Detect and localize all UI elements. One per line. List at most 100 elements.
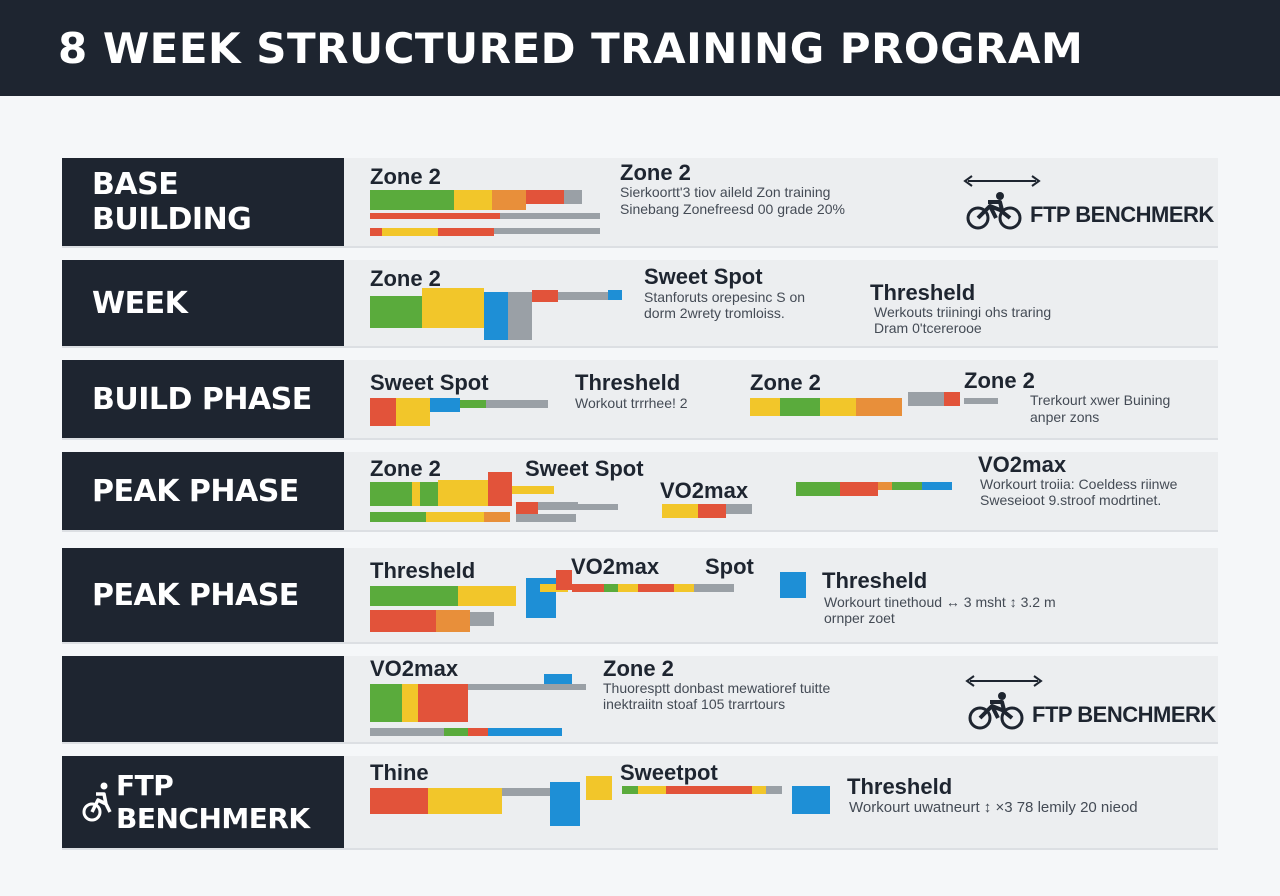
bar-segment <box>572 584 604 592</box>
row-label <box>62 656 344 742</box>
ftp-benchmark: FTP BENCHMERK <box>966 192 1214 230</box>
zone-heading: Zone 2 <box>370 266 441 291</box>
bar-segment <box>436 610 470 632</box>
bar-segment <box>370 610 436 632</box>
zone-heading: Zone 2 <box>370 456 441 481</box>
workout-description: Workout trrrhee! 2 <box>575 395 688 411</box>
bar-segment <box>370 684 402 722</box>
zone-heading: Zone 2 <box>370 164 441 189</box>
bar-segment <box>502 788 550 796</box>
bar-segment <box>370 586 458 606</box>
zone-heading: Thresheld <box>870 280 976 305</box>
bar-segment <box>544 674 572 684</box>
bar-segment <box>820 398 856 416</box>
bar-segment <box>370 296 422 328</box>
row-unlabeled: VO2max Zone 2 Thuoresptt donbast mewatio… <box>62 656 1218 744</box>
double-arrow-icon <box>965 675 1043 687</box>
bar-segment <box>604 584 618 592</box>
bar-segment <box>370 788 428 814</box>
workout-description: Workourt uwatneurt ↕ ×3 78 lemily 20 nie… <box>849 799 1138 816</box>
bar-segment <box>484 512 510 522</box>
bar-segment <box>840 482 878 496</box>
zone-heading: Spot <box>705 554 754 579</box>
bar-segment <box>492 190 526 210</box>
header-bar: 8 WEEK STRUCTURED TRAINING PROGRAM <box>0 0 1280 96</box>
bar-segment <box>766 786 782 794</box>
row-build-phase: BUILD PHASE Sweet Spot Thresheld Workout… <box>62 360 1218 440</box>
zone-heading: Thine <box>370 760 429 785</box>
row-content: Zone 2 Sweet Spot VO2max VO2max Workourt… <box>344 452 1218 530</box>
bar-segment <box>486 400 548 408</box>
zone-heading: Zone 2 <box>964 368 1035 393</box>
zone-heading: Thresheld <box>847 774 953 799</box>
row-label: WEEK <box>62 260 344 346</box>
bar-segment <box>622 786 638 794</box>
row-label: BASE BUILDING <box>62 158 344 246</box>
bar-segment <box>908 392 944 406</box>
bar-segment <box>564 190 582 204</box>
bar-segment <box>638 584 674 592</box>
bar-segment <box>550 782 580 826</box>
row-content: Sweet Spot Thresheld Workout trrrhee! 2 … <box>344 360 1218 438</box>
double-arrow-icon <box>963 175 1041 187</box>
bar-segment <box>540 584 568 592</box>
bar-segment <box>382 228 438 236</box>
bar-segment <box>526 190 564 204</box>
bar-segment <box>922 482 952 490</box>
workout-description: Stanforuts orepesinc S on <box>644 289 806 305</box>
bar-segment <box>964 398 998 404</box>
bar-segment <box>878 482 892 490</box>
bar-segment <box>578 504 618 510</box>
bar-segment <box>428 788 502 814</box>
row-label: PEAK PHASE <box>62 452 344 530</box>
bar-segment <box>370 512 426 522</box>
bar-segment <box>422 288 484 328</box>
row-content: Zone 2 Sweet Spot Stanforuts orepesinc S… <box>344 260 1218 346</box>
workout-description: Sierkoortt'3 tiov aileld Zon training <box>620 184 831 200</box>
workout-description: Werkouts triiningi ohs traring <box>874 304 1052 320</box>
row-ftp-benchmark: FTP BENCHMERK Thine Sweetpot Thresheld W… <box>62 756 1218 850</box>
zone-heading: Thresheld <box>370 558 476 583</box>
bar-segment <box>796 482 840 496</box>
cyclist-icon <box>968 692 1024 730</box>
bar-segment <box>468 728 488 736</box>
bar-segment <box>726 504 752 514</box>
workout-description: Workourt troiia: Coeldess riinwe <box>980 476 1178 492</box>
bar-segment <box>780 398 820 416</box>
cyclist-icon <box>966 192 1022 230</box>
ftp-label: FTP BENCHMERK <box>1032 702 1216 727</box>
bar-segment <box>418 684 468 722</box>
row-content: Thine Sweetpot Thresheld Workourt uwatne… <box>344 756 1218 848</box>
row-label-text: FTP BENCHMERK <box>116 769 310 835</box>
workout-description: Dram 0'tcererooe <box>874 320 982 336</box>
workout-description: Sinebang Zonefreesd 00 grade 20% <box>620 201 845 217</box>
bar-segment <box>780 572 806 598</box>
workout-description: anper zons <box>1030 409 1100 425</box>
bar-segment <box>944 392 960 406</box>
ftp-benchmark: FTP BENCHMERK <box>968 692 1216 730</box>
bar-segment <box>538 502 578 510</box>
zone-heading: Zone 2 <box>750 370 821 395</box>
bar-segment <box>484 292 508 340</box>
bar-segment <box>694 584 734 592</box>
bar-segment <box>586 776 612 800</box>
zone-heading: VO2max <box>978 452 1067 477</box>
bar-segment <box>494 228 600 234</box>
bar-segment <box>438 480 488 506</box>
row-content: Zone 2 Zone 2 Sierkoortt'3 tiov aileld Z… <box>344 158 1218 246</box>
zone-heading: Sweet Spot <box>370 370 489 395</box>
bar-segment <box>426 512 484 522</box>
workout-description: Trerkourt xwer Buining <box>1030 392 1171 408</box>
zone-heading: Sweet Spot <box>644 264 763 289</box>
bar-segment <box>666 786 752 794</box>
bar-segment <box>470 612 494 626</box>
bar-segment <box>662 504 698 518</box>
zone-heading: VO2max <box>370 656 459 681</box>
bar-segment <box>396 398 430 426</box>
cyclist-icon <box>82 782 114 822</box>
page-title: 8 WEEK STRUCTURED TRAINING PROGRAM <box>58 24 1084 73</box>
bar-segment <box>488 472 512 506</box>
zone-heading: Thresheld <box>575 370 681 395</box>
bar-segment <box>618 584 638 592</box>
bar-segment <box>458 586 516 606</box>
